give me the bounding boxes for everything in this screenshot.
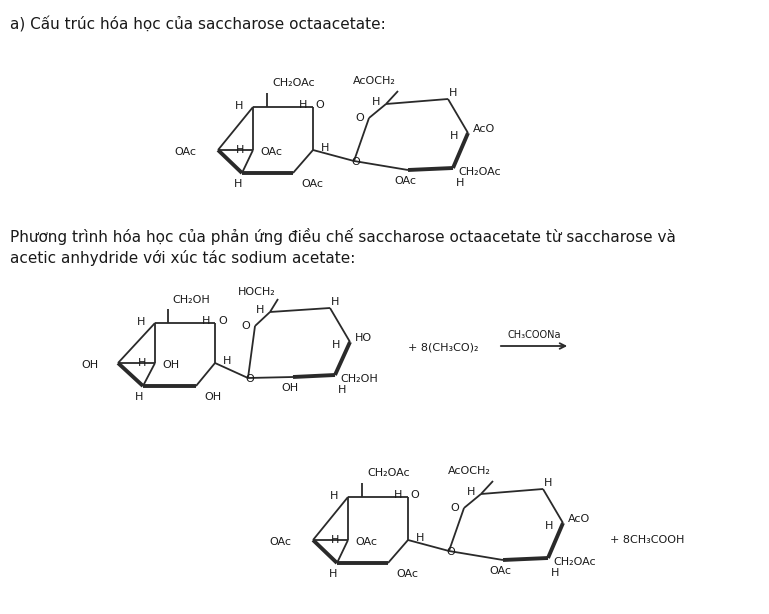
Text: + 8CH₃COOH: + 8CH₃COOH bbox=[610, 535, 684, 545]
Text: H: H bbox=[330, 491, 338, 501]
Text: AcO: AcO bbox=[568, 514, 591, 524]
Text: CH₂OH: CH₂OH bbox=[340, 374, 378, 384]
Text: H: H bbox=[299, 100, 307, 110]
Text: H: H bbox=[331, 297, 339, 307]
Text: OAc: OAc bbox=[394, 176, 416, 186]
Text: H: H bbox=[331, 535, 339, 545]
Text: Phương trình hóa học của phản ứng điều chế saccharose octaacetate từ saccharose : Phương trình hóa học của phản ứng điều c… bbox=[10, 228, 676, 245]
Text: H: H bbox=[201, 316, 210, 326]
Text: H: H bbox=[138, 358, 146, 368]
Text: OH: OH bbox=[204, 392, 221, 402]
Text: OAc: OAc bbox=[174, 147, 196, 157]
Text: H: H bbox=[394, 490, 402, 500]
Text: H: H bbox=[234, 179, 242, 189]
Text: CH₂OH: CH₂OH bbox=[172, 295, 210, 305]
Text: O: O bbox=[218, 316, 227, 326]
Text: O: O bbox=[351, 157, 361, 167]
Text: AcOCH₂: AcOCH₂ bbox=[448, 466, 491, 476]
Text: O: O bbox=[241, 321, 250, 331]
Text: CH₂OAc: CH₂OAc bbox=[458, 167, 501, 177]
Text: O: O bbox=[245, 374, 255, 384]
Text: H: H bbox=[544, 478, 552, 488]
Text: O: O bbox=[447, 547, 455, 557]
Text: HOCH₂: HOCH₂ bbox=[238, 287, 276, 297]
Text: OAc: OAc bbox=[489, 566, 511, 576]
Text: H: H bbox=[544, 521, 553, 531]
Text: H: H bbox=[338, 385, 346, 395]
Text: OH: OH bbox=[162, 360, 179, 370]
Text: CH₃COONa: CH₃COONa bbox=[508, 330, 561, 340]
Text: + 8(CH₃CO)₂: + 8(CH₃CO)₂ bbox=[408, 343, 478, 353]
Text: OAc: OAc bbox=[355, 537, 377, 547]
Text: O: O bbox=[355, 113, 364, 123]
Text: acetic anhydride với xúc tác sodium acetate:: acetic anhydride với xúc tác sodium acet… bbox=[10, 250, 355, 266]
Text: OAc: OAc bbox=[396, 569, 418, 579]
Text: a) Cấu trúc hóa học của saccharose octaacetate:: a) Cấu trúc hóa học của saccharose octaa… bbox=[10, 16, 386, 32]
Text: H: H bbox=[456, 178, 464, 188]
Text: H: H bbox=[255, 305, 264, 315]
Text: H: H bbox=[449, 88, 458, 98]
Text: OAc: OAc bbox=[301, 179, 323, 189]
Text: H: H bbox=[223, 356, 231, 366]
Text: H: H bbox=[467, 487, 475, 497]
Text: H: H bbox=[371, 97, 380, 107]
Text: O: O bbox=[315, 100, 324, 110]
Text: H: H bbox=[331, 340, 340, 350]
Text: AcO: AcO bbox=[473, 124, 495, 134]
Text: OAc: OAc bbox=[260, 147, 282, 157]
Text: OH: OH bbox=[81, 360, 98, 370]
Text: CH₂OAc: CH₂OAc bbox=[367, 468, 410, 478]
Text: H: H bbox=[235, 101, 243, 111]
Text: H: H bbox=[450, 131, 458, 141]
Text: OAc: OAc bbox=[269, 537, 291, 547]
Text: H: H bbox=[329, 569, 337, 579]
Text: H: H bbox=[551, 568, 559, 578]
Text: H: H bbox=[416, 533, 424, 543]
Text: H: H bbox=[235, 145, 244, 155]
Text: H: H bbox=[137, 317, 145, 327]
Text: OH: OH bbox=[281, 383, 298, 393]
Text: H: H bbox=[321, 143, 329, 153]
Text: AcOCH₂: AcOCH₂ bbox=[353, 76, 396, 86]
Text: CH₂OAc: CH₂OAc bbox=[272, 78, 315, 88]
Text: CH₂OAc: CH₂OAc bbox=[553, 557, 596, 567]
Text: HO: HO bbox=[355, 333, 372, 343]
Text: H: H bbox=[135, 392, 143, 402]
Text: O: O bbox=[410, 490, 419, 500]
Text: O: O bbox=[451, 503, 459, 513]
